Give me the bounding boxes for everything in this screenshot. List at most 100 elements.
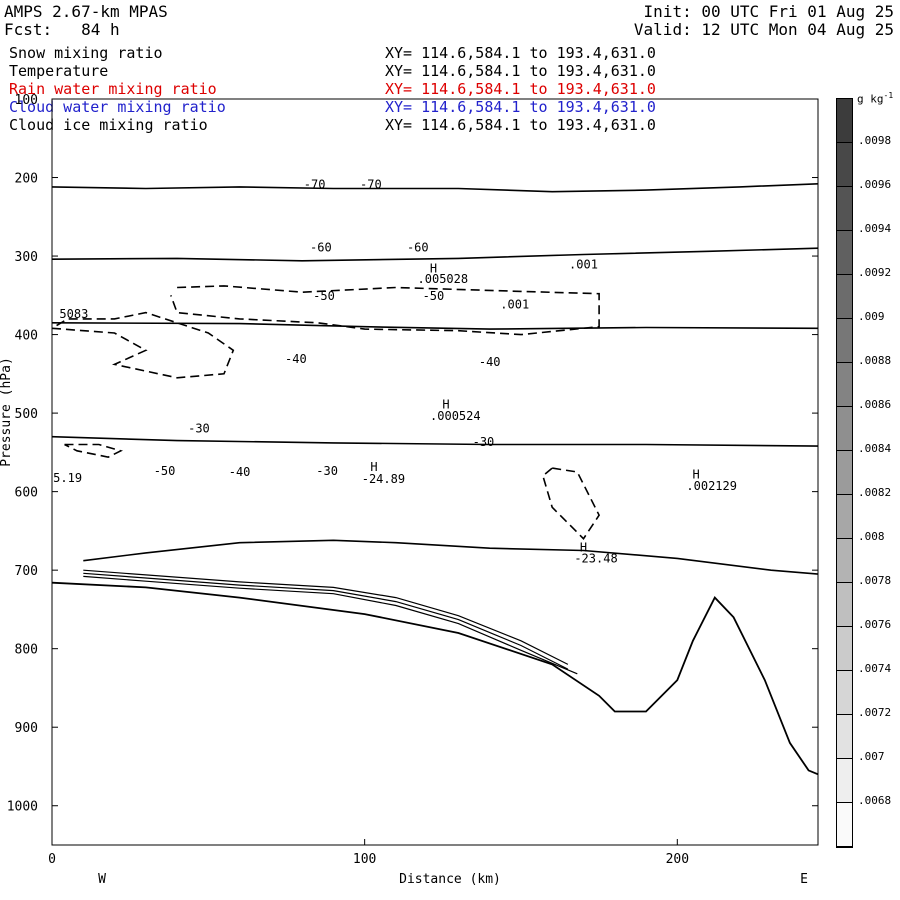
- field-xy-range: XY= 114.6,584.1 to 193.4,631.0: [385, 44, 656, 62]
- snow-mixing-contour: [541, 467, 601, 540]
- x-tick-label: 0: [48, 852, 56, 867]
- y-tick-label: 200: [15, 172, 38, 187]
- colorbar-segment: [837, 803, 852, 847]
- contour-label: -50: [423, 289, 445, 303]
- colorbar-tick-label: .008: [858, 530, 885, 543]
- colorbar-tick-label: .0072: [858, 706, 892, 719]
- colorbar-tick-label: .0078: [858, 574, 892, 587]
- colorbar-tick-label: .0076: [858, 618, 892, 631]
- temperature-contour-line: [51, 247, 819, 262]
- contour-label: .001: [569, 258, 598, 272]
- contour-label: 5083: [59, 307, 88, 321]
- colorbar-tick-label: .0074: [858, 662, 892, 675]
- contour-label: .002129: [686, 479, 737, 493]
- colorbar-tick-label: .0094: [858, 222, 892, 235]
- contour-label: -40: [229, 465, 251, 479]
- contour-label: H: [370, 460, 377, 474]
- snow-mixing-contour: [170, 285, 600, 336]
- colorbar-segment: [837, 627, 852, 671]
- field-xy-range: XY= 114.6,584.1 to 193.4,631.0: [385, 80, 656, 98]
- field-xy-range: XY= 114.6,584.1 to 193.4,631.0: [385, 98, 656, 116]
- annotation-layer: -70 -70 -60 -60 -50 -50 -40 -40 -30 -30 -50 -40 -30 H…: [53, 178, 737, 566]
- colorbar-tick-label: .0068: [858, 794, 892, 807]
- colorbar-tick-label: .009: [858, 310, 885, 323]
- temperature-contour-line: [83, 539, 819, 575]
- colorbar-segment: [837, 407, 852, 451]
- contour-label: -24.89: [362, 472, 405, 486]
- snow-mixing-contour: [64, 443, 123, 458]
- contour-label: H: [430, 262, 437, 276]
- contour-label: -60: [407, 240, 429, 254]
- y-tick-label: 1000: [7, 800, 38, 815]
- colorbar-segment: [837, 671, 852, 715]
- contour-label: -50: [154, 464, 176, 478]
- y-tick-label: 600: [15, 486, 38, 501]
- colorbar-tick-label: .0098: [858, 134, 892, 147]
- contour-label: -30: [316, 464, 338, 478]
- y-tick-label: 800: [15, 643, 38, 658]
- colorbar-segment: [837, 143, 852, 187]
- colorbar-segment: [837, 539, 852, 583]
- contour-label: -60: [310, 240, 332, 254]
- temperature-contour-line: [51, 183, 819, 193]
- y-tick-label: 100: [15, 93, 38, 108]
- east-label: E: [800, 872, 808, 887]
- temperature-contour-line: [83, 572, 569, 670]
- field-xy-range: XY= 114.6,584.1 to 193.4,631.0: [385, 116, 656, 134]
- colorbar-tick-label: .0082: [858, 486, 892, 499]
- colorbar-tick-label: .0084: [858, 442, 892, 455]
- colorbar-segment: [837, 99, 852, 143]
- x-tick-label: 100: [353, 852, 376, 867]
- contour-label: -23.48: [574, 551, 617, 565]
- snow-mixing-contour: [51, 311, 235, 379]
- contour-label: -30: [473, 435, 495, 449]
- field-name: Cloud ice mixing ratio: [9, 116, 208, 134]
- colorbar-tick-label: .0096: [858, 178, 892, 191]
- colorbar-segment: [837, 187, 852, 231]
- y-tick-label: 500: [15, 407, 38, 422]
- init-time: Init: 00 UTC Fri 01 Aug 25: [643, 2, 894, 21]
- temperature-contour-line: [51, 322, 819, 330]
- temperature-contour-line: [83, 575, 578, 675]
- contour-label: H: [580, 540, 587, 554]
- contour-label: -40: [479, 355, 501, 369]
- forecast-hour: Fcst: 84 h: [4, 20, 120, 39]
- west-label: W: [98, 872, 106, 887]
- colorbar-segment: [837, 275, 852, 319]
- colorbar-unit: g kg-1: [857, 91, 894, 106]
- field-xy-range: XY= 114.6,584.1 to 193.4,631.0: [385, 62, 656, 80]
- contour-label: 5.19: [53, 471, 82, 485]
- x-axis-label: Distance (km): [399, 872, 501, 887]
- contour-label: -50: [313, 289, 335, 303]
- contour-label: .005028: [418, 272, 469, 286]
- y-tick-label: 300: [15, 250, 38, 265]
- colorbar-tick-label: .0086: [858, 398, 892, 411]
- plot-frame: [51, 98, 819, 846]
- colorbar-segment: [837, 715, 852, 759]
- colorbar-segment: [837, 363, 852, 407]
- terrain-line: [51, 581, 819, 776]
- axes-layer: 100 200 300 400 500 600 700 800 900 1000 0 100 200 Di…: [0, 93, 818, 887]
- y-tick-label: 900: [15, 721, 38, 736]
- temperature-contour-line: [83, 569, 569, 665]
- contour-label: H: [442, 397, 449, 411]
- contour-label: -70: [304, 178, 326, 192]
- y-tick-label: 400: [15, 329, 38, 344]
- colorbar-segment: [837, 495, 852, 539]
- colorbar-tick-label: .0088: [858, 354, 892, 367]
- contour-label: -70: [360, 178, 382, 192]
- colorbar-segment: [837, 319, 852, 363]
- colorbar-segment: [837, 759, 852, 803]
- contour-label: .000524: [430, 409, 481, 423]
- colorbar-segment: [837, 231, 852, 275]
- colorbar-tick-label: .007: [858, 750, 885, 763]
- field-name: Snow mixing ratio: [9, 44, 163, 62]
- model-title: AMPS 2.67-km MPAS: [4, 2, 168, 21]
- x-tick-label: 200: [666, 852, 689, 867]
- y-tick-label: 700: [15, 564, 38, 579]
- y-axis-label: Pressure (hPa): [0, 357, 14, 467]
- contour-label: .001: [500, 298, 529, 312]
- contour-layer: [51, 183, 819, 776]
- colorbar: [836, 98, 853, 848]
